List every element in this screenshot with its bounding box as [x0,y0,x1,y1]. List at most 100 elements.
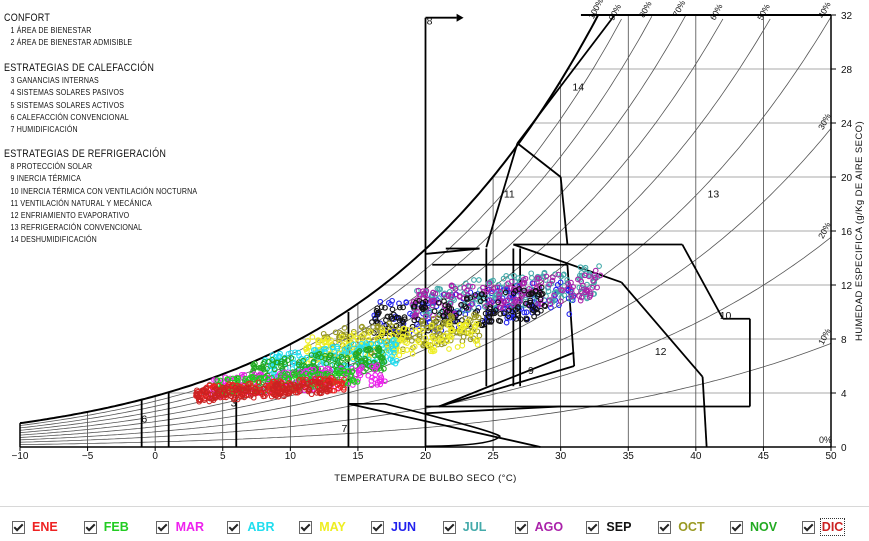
checkbox-checked-icon[interactable] [586,520,600,534]
data-point-ago [468,301,475,308]
data-point-may [309,334,316,340]
checkbox-checked-icon[interactable] [801,520,815,534]
month-checkbox-ago[interactable]: AGO [514,519,563,535]
data-point-oct [358,324,365,330]
data-point-ago [583,286,590,293]
data-point-dic [214,386,220,393]
data-point-jun [506,314,513,321]
month-checkbox-mar[interactable]: MAR [155,519,204,535]
data-point-dic [196,396,202,403]
data-point-sep [411,317,418,324]
data-point-may [446,322,452,329]
data-point-sep [435,299,442,306]
data-point-abr [343,348,349,355]
data-point-sep [376,309,382,316]
legend-item: 3 GANANCIAS INTERNAS [10,75,99,86]
month-checkbox-oct[interactable]: OCT [658,519,705,535]
data-point-ene [329,387,336,394]
month-label: NOV [750,520,778,534]
month-checkbox-jun[interactable]: JUN [371,519,416,535]
month-checkbox-dic[interactable]: DIC [801,518,846,536]
data-point-may [429,346,436,353]
data-point-nov [261,359,268,365]
data-point-may [315,343,321,350]
data-point-may [416,339,423,346]
zone-boundary [485,142,519,248]
month-checkbox-sep[interactable]: SEP [586,519,631,535]
data-point-sep [401,314,408,320]
data-point-dic [223,394,229,401]
checkbox-checked-icon[interactable] [514,520,528,534]
data-point-dic [295,383,302,390]
data-point-abr [388,341,395,347]
data-point-ago [520,280,527,287]
data-point-ago [486,280,493,287]
data-point-dic [261,385,268,392]
x-tick-label: −5 [82,451,94,462]
month-checkbox-nov[interactable]: NOV [730,519,777,535]
data-point-dic [210,397,217,404]
data-point-nov [365,347,372,353]
data-point-ago [557,298,564,305]
checkbox-checked-icon[interactable] [12,520,25,534]
data-point-jul [437,286,443,293]
data-point-may [399,334,406,341]
data-point-jun [377,298,384,305]
data-point-ago [429,302,436,309]
checkbox-checked-icon[interactable] [371,520,384,534]
y-tick-label: 0 [841,443,847,454]
checkbox-checked-icon[interactable] [730,520,743,534]
data-point-may [474,341,481,348]
checkbox-checked-icon[interactable] [83,520,97,534]
checkbox-checked-icon[interactable] [658,520,672,534]
data-point-sep [486,305,493,312]
month-checkbox-jul[interactable]: JUL [442,519,486,535]
month-checkbox-abr[interactable]: ABR [227,519,274,535]
data-point-nov [327,352,334,359]
data-point-dic [230,396,237,403]
chart-canvas: −10 −5 0 5 10 15 20 25 30 35 40 45 50048121620242832… [12,0,865,484]
data-point-sep [506,307,512,314]
data-point-ago [546,281,552,288]
data-point-sep [389,306,396,313]
checkbox-checked-icon[interactable] [227,520,241,534]
month-checkbox-feb[interactable]: FEB [83,519,129,535]
data-point-ago [519,293,526,299]
data-point-jul [481,304,488,310]
data-point-abr [323,346,329,352]
data-point-sep [488,317,495,324]
data-point-sep [516,286,522,292]
rh-curve [19,18,724,434]
data-point-dic [258,389,265,396]
data-point-feb [277,374,284,381]
checkbox-checked-icon[interactable] [442,520,456,534]
data-point-sep [486,318,492,324]
y-tick-label: 16 [841,227,853,238]
data-point-may [467,331,474,338]
data-point-sep [472,292,479,298]
data-point-dic [234,396,241,403]
data-point-sep [521,287,527,294]
data-point-nov [376,345,383,352]
data-point-ago [546,297,553,304]
data-point-may [315,337,321,343]
data-point-dic [272,382,278,388]
data-point-ago [510,301,517,308]
data-point-jul [503,273,510,279]
data-point-abr [321,349,328,355]
data-point-nov [374,347,381,353]
data-point-sep [527,299,534,306]
checkbox-checked-icon[interactable] [155,520,169,534]
data-point-sep [482,310,489,317]
data-point-jun [389,297,395,304]
data-point-feb [303,370,310,377]
data-point-ago [549,277,556,284]
data-point-oct [432,319,439,325]
month-checkbox-may[interactable]: MAY [299,519,346,535]
zone-label: 13 [708,188,720,200]
zone-boundary [559,176,569,245]
checkbox-checked-icon[interactable] [299,520,313,534]
month-checkbox-ene[interactable]: ENE [12,519,58,535]
data-point-sep [490,308,497,315]
data-point-may [446,346,452,352]
